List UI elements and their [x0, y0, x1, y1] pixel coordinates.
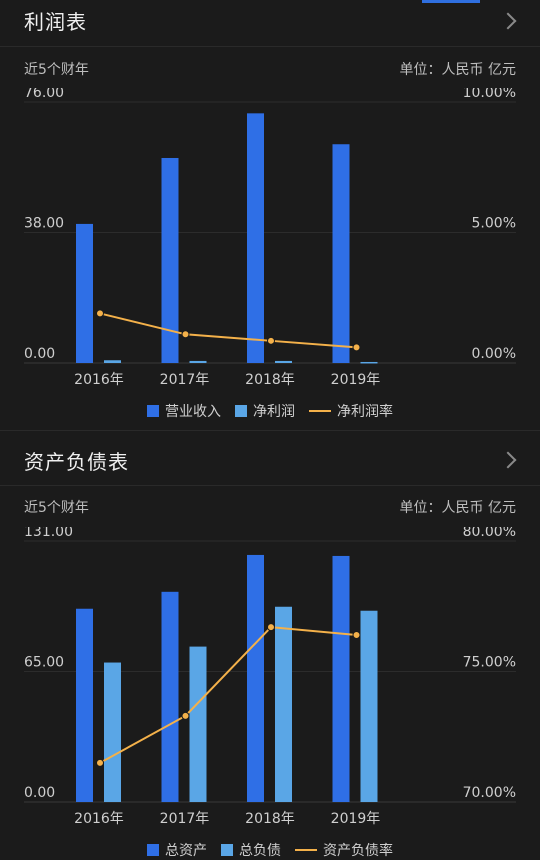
chevron-right-icon[interactable] [499, 12, 517, 30]
legend-swatch [147, 844, 159, 856]
income-subrow: 近5个财年 单位：人民币 亿元 [24, 59, 516, 79]
income-statement-section: 利润表 近5个财年 单位：人民币 亿元 0.00 0.00% 38.00 5.00% 7… [0, 5, 540, 421]
x-tick-label: 2016年 [74, 811, 124, 827]
divider [0, 485, 540, 486]
balance-header[interactable]: 资产负债表 [24, 445, 129, 475]
bar [360, 361, 378, 364]
series-line [99, 312, 357, 349]
y-tick-label: 131.00 [24, 527, 73, 540]
y2-tick-label: 75.00% [463, 655, 516, 671]
x-tick-label: 2019年 [331, 811, 381, 827]
y-tick-label: 38.00 [24, 216, 64, 232]
divider [0, 430, 540, 431]
legend-item-total-liabilities[interactable]: 总负债 [221, 840, 281, 860]
balance-sheet-section: 资产负债表 近5个财年 单位：人民币 亿元 0.00 70.00% 65.00 75.… [0, 430, 540, 859]
income-header[interactable]: 利润表 [24, 5, 87, 35]
y2-tick-label: 5.00% [472, 216, 516, 232]
bar [104, 360, 121, 363]
y2-tick-label: 80.00% [463, 527, 516, 540]
y2-tick-label: 10.00% [463, 88, 516, 101]
balance-period: 近5个财年 [24, 500, 89, 516]
chevron-right-icon[interactable] [499, 451, 517, 469]
scroll-indicator [422, 0, 480, 3]
legend-line [295, 849, 317, 851]
balance-subrow: 近5个财年 单位：人民币 亿元 [24, 497, 516, 517]
bar [104, 662, 121, 802]
bar [76, 608, 93, 802]
x-tick-label: 2018年 [245, 372, 295, 388]
bar [275, 606, 292, 802]
balance-unit: 单位：人民币 亿元 [399, 500, 516, 516]
line-point [352, 343, 361, 352]
legend-swatch [147, 405, 159, 417]
x-tick-label: 2017年 [160, 372, 210, 388]
line-point [181, 330, 190, 339]
y-tick-label: 65.00 [24, 655, 64, 671]
bar [332, 555, 350, 802]
income-chart: 0.00 0.00% 38.00 5.00% 76.00 10.00% 2016年 2017年… [24, 88, 516, 388]
income-period: 近5个财年 [24, 62, 89, 78]
series-line [99, 626, 357, 764]
balance-title: 资产负债表 [24, 449, 129, 474]
divider [0, 46, 540, 47]
legend-line [309, 410, 331, 412]
bar [161, 591, 179, 802]
balance-legend: 总资产 总负债 资产负债率 [0, 840, 540, 860]
bar [275, 360, 292, 363]
legend-item-net-profit[interactable]: 净利润 [235, 401, 295, 421]
balance-chart: 0.00 70.00% 65.00 75.00% 131.00 80.00% 2016年 20… [24, 527, 516, 827]
x-tick-label: 2019年 [331, 372, 381, 388]
bar [247, 113, 264, 364]
legend-swatch [235, 405, 247, 417]
legend-label: 资产负债率 [323, 843, 393, 859]
legend-item-revenue[interactable]: 营业收入 [147, 401, 221, 421]
line-point [96, 758, 104, 767]
x-tick-label: 2017年 [160, 811, 210, 827]
legend-label: 净利润 [253, 404, 295, 420]
income-title: 利润表 [24, 9, 87, 34]
y-tick-label: 76.00 [24, 88, 64, 101]
x-tick-label: 2018年 [245, 811, 295, 827]
line-point [96, 309, 104, 318]
line-point [267, 336, 275, 345]
bar [161, 157, 179, 363]
line-point [181, 711, 190, 720]
legend-label: 营业收入 [165, 404, 221, 420]
bar [247, 554, 264, 802]
bar [332, 144, 350, 363]
x-tick-label: 2016年 [74, 372, 124, 388]
income-legend: 营业收入 净利润 净利润率 [0, 401, 540, 421]
income-unit: 单位：人民币 亿元 [399, 62, 516, 78]
bar [360, 610, 378, 802]
legend-item-total-assets[interactable]: 总资产 [147, 840, 207, 860]
legend-item-net-margin[interactable]: 净利润率 [309, 401, 393, 421]
bar [189, 360, 207, 363]
legend-label: 总资产 [165, 843, 207, 859]
y-tick-label: 0.00 [24, 346, 55, 362]
bar [189, 646, 207, 802]
legend-swatch [221, 844, 233, 856]
bar [76, 223, 93, 363]
legend-label: 总负债 [239, 843, 281, 859]
legend-item-debt-ratio[interactable]: 资产负债率 [295, 840, 393, 860]
y2-tick-label: 0.00% [472, 346, 516, 362]
y-tick-label: 0.00 [24, 785, 55, 801]
y2-tick-label: 70.00% [463, 785, 516, 801]
line-point [267, 623, 275, 632]
line-point [352, 630, 361, 639]
legend-label: 净利润率 [337, 404, 393, 420]
